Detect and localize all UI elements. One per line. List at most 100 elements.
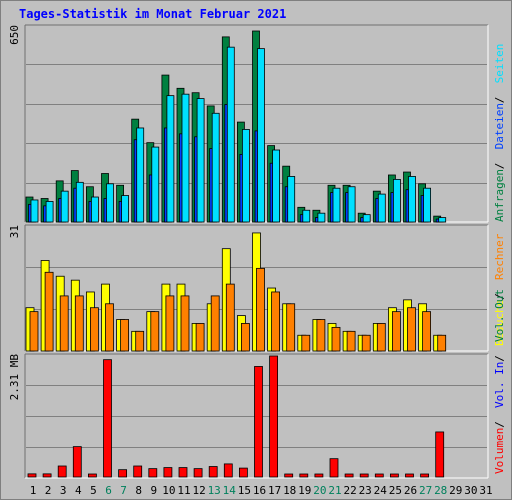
bar-seiten [91,196,99,223]
legend-top: Anfragen [493,169,506,222]
x-tick-label: 25 [389,484,402,497]
bar-volumen [254,366,263,478]
bar-volumen [163,467,173,478]
legend-bottom-separator: / [493,421,506,428]
bar-rechner [437,334,447,352]
x-tick-label: 12 [192,484,205,497]
x-tick-label: 21 [328,484,341,497]
bar-seiten [302,209,311,223]
bar-volumen [314,473,324,478]
bar-rechner [361,334,371,352]
bar-rechner [376,323,386,352]
bar-volumen [359,473,369,478]
bar-seiten [392,178,401,223]
bar-seiten [287,176,296,223]
bar-rechner [331,326,341,352]
x-tick-label: 19 [298,484,311,497]
bar-rechner [286,303,296,352]
bar-seiten [136,127,145,223]
bar-rechner [195,323,205,352]
x-tick-label: 2 [45,484,52,497]
bar-volumen [299,473,309,478]
bar-seiten [196,98,205,223]
bar-rechner [240,323,250,352]
legend-bottom: Vol. Out [493,289,506,342]
bar-seiten [166,95,175,223]
bar-volumen [420,473,430,478]
legend-top-separator: / [493,163,506,170]
bar-seiten [151,146,160,223]
bar-volumen [208,466,218,478]
x-tick-label: 1 [30,484,37,497]
x-tick-label: 26 [404,484,417,497]
x-tick-label: 10 [162,484,175,497]
bar-seiten [106,183,114,223]
bar-rechner [180,295,190,352]
bar-rechner [59,295,69,352]
bar-rechner [135,330,145,352]
x-tick-label: 30 [464,484,477,497]
bar-seiten [408,176,416,223]
x-tick-label: 9 [150,484,157,497]
scale-label-bottom: 2.31 MB [8,354,21,401]
bar-volumen [435,431,445,478]
bar-seiten [121,195,129,223]
bar-rechner [210,295,220,352]
x-tick-label: 5 [90,484,97,497]
x-tick-label: 31 [479,484,492,497]
legend-middle: Besuche [493,300,506,346]
bar-seiten [347,186,356,223]
x-tick-label: 17 [268,484,281,497]
bar-seiten [45,201,54,223]
bar-volumen [103,359,112,478]
bar-rechner [391,311,401,352]
bar-rechner [165,295,175,352]
bar-rechner [271,291,281,352]
bar-rechner [90,307,99,352]
x-tick-label: 22 [343,484,356,497]
bar-seiten [377,193,386,223]
bar-volumen [88,473,97,478]
x-tick-label: 11 [177,484,190,497]
legend-bottom: Volumen [493,428,506,474]
bar-seiten [438,217,447,223]
scale-label-middle: 31 [8,225,21,238]
bar-rechner [225,283,235,352]
bar-seiten [226,46,235,223]
bar-volumen [238,467,248,478]
bar-volumen [42,473,52,478]
bar-rechner [422,311,432,352]
legend-middle: Rechner [493,233,506,280]
x-tick-label: 23 [359,484,372,497]
x-tick-label: 15 [238,484,251,497]
x-tick-label: 3 [60,484,67,497]
bar-volumen [178,467,188,478]
bar-seiten [362,214,371,223]
bar-volumen [57,465,67,478]
bar-seiten [332,187,341,223]
bar-seiten [257,48,265,223]
bar-volumen [148,468,158,478]
bar-volumen [223,463,233,478]
bar-seiten [241,129,250,223]
bar-volumen [269,355,279,478]
x-tick-label: 7 [120,484,127,497]
bar-volumen [284,473,294,478]
x-tick-label: 29 [449,484,462,497]
scale-label-top: 650 [8,25,21,45]
x-tick-label: 4 [75,484,82,497]
bar-seiten [272,149,281,223]
bar-seiten [211,112,220,223]
bar-seiten [423,187,432,223]
bar-rechner [346,330,356,352]
bar-seiten [317,212,326,223]
legend-middle-separator: / [493,293,506,300]
bar-volumen [133,465,143,478]
bar-rechner [150,311,160,352]
bar-seiten [181,93,190,223]
x-tick-label: 28 [434,484,447,497]
x-tick-label: 27 [419,484,432,497]
bar-volumen [405,473,414,478]
bar-volumen [374,473,384,478]
